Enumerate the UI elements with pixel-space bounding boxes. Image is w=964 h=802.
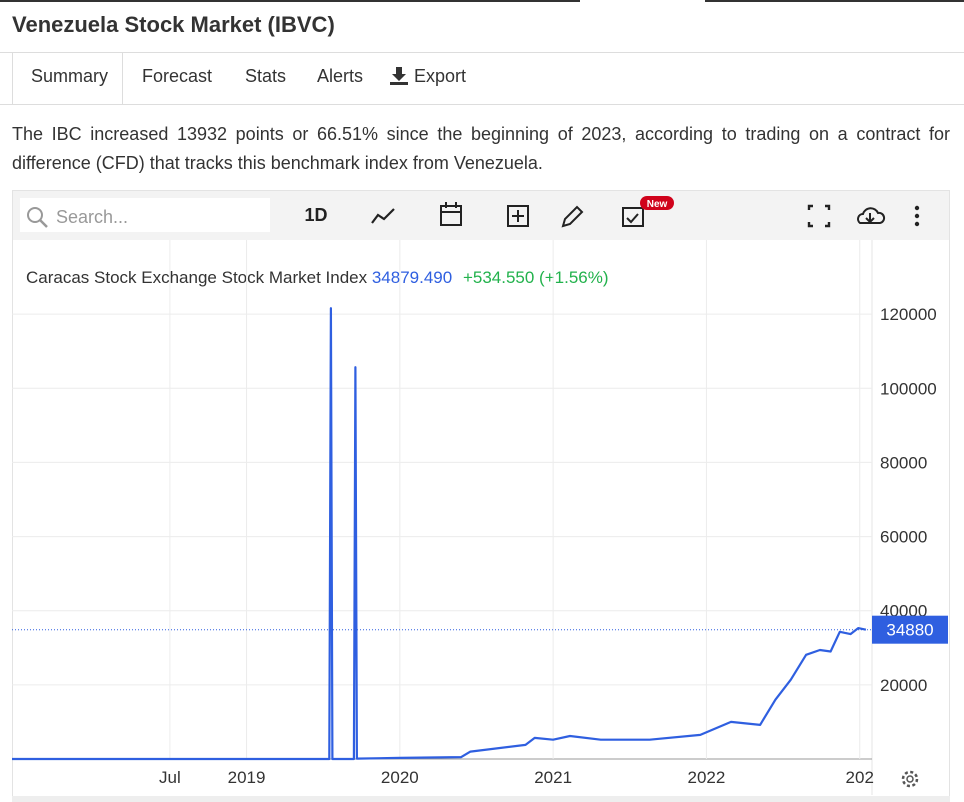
last-value-box <box>872 615 948 644</box>
settings-hub <box>906 775 914 783</box>
new-badge-text: New <box>647 199 668 210</box>
x-tick-label: 2021 <box>534 768 572 787</box>
draw-icon[interactable] <box>561 205 584 228</box>
fullscreen-icon[interactable] <box>807 204 831 228</box>
last-value-label: 34880 <box>886 621 933 640</box>
bottom-strip <box>12 796 950 802</box>
search-icon <box>27 207 48 228</box>
interval-button[interactable]: 1D <box>304 205 327 225</box>
price-line <box>12 307 867 761</box>
divider <box>0 52 964 53</box>
tab[interactable]: Stats <box>245 66 287 86</box>
search-box[interactable] <box>20 198 270 232</box>
legend-change: +534.550 (+1.56%) <box>462 268 609 287</box>
calendar-icon[interactable] <box>440 202 462 226</box>
y-tick-label: 20000 <box>880 676 927 695</box>
active-tab-frame <box>12 52 123 104</box>
tab-divider <box>0 104 964 105</box>
y-tick-label: 60000 <box>880 528 927 547</box>
legend-name: Caracas Stock Exchange Stock Market Inde… <box>26 268 368 287</box>
y-tick-label: 100000 <box>880 379 937 398</box>
y-tick-label: 120000 <box>880 305 937 324</box>
add-icon[interactable] <box>507 205 529 227</box>
tab[interactable]: Export <box>414 66 467 86</box>
x-tick-label: 2019 <box>228 768 266 787</box>
save-icon[interactable] <box>857 207 886 224</box>
page-title: Venezuela Stock Market (IBVC) <box>12 12 335 37</box>
legend-price: 34879.490 <box>371 268 453 287</box>
toolbar-icons: 1D New <box>304 196 920 228</box>
tab[interactable]: Summary <box>31 66 109 86</box>
y-tick-label: 80000 <box>880 453 927 472</box>
events-icon[interactable] <box>622 207 644 227</box>
description: The IBC increased 13932 points or 66.51%… <box>12 124 950 173</box>
tab[interactable]: Alerts <box>317 66 364 86</box>
search-placeholder: Search... <box>56 207 129 227</box>
settings-ring <box>901 770 919 788</box>
settings-icon[interactable] <box>901 770 919 788</box>
top-rule <box>705 0 964 2</box>
more-icon[interactable] <box>914 205 920 227</box>
x-tick-label: 2020 <box>381 768 419 787</box>
tab[interactable]: Forecast <box>142 66 213 86</box>
top-rule <box>0 0 580 2</box>
x-tick-label: 2022 <box>688 768 726 787</box>
x-tick-label: Jul <box>159 768 181 787</box>
download-icon <box>390 67 408 85</box>
x-tick-label: 202 <box>846 768 874 787</box>
new-badge <box>640 196 674 210</box>
line-type-icon[interactable] <box>371 208 395 224</box>
chart-legend: Caracas Stock Exchange Stock Market Inde… <box>26 268 609 288</box>
